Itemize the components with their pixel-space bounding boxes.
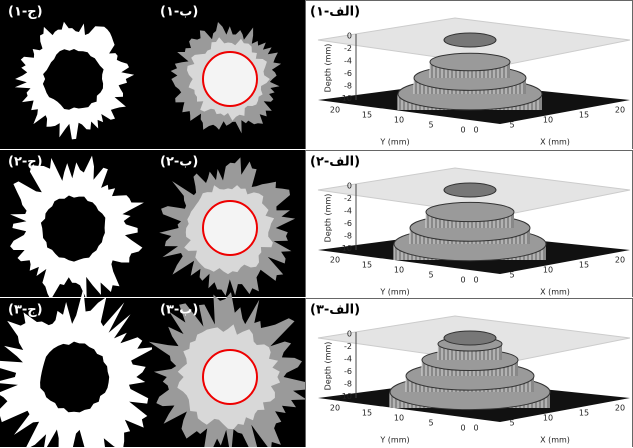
z-axis-label: Depth (mm) xyxy=(324,194,333,243)
z-tick-label: -10 xyxy=(339,94,352,103)
y-tick-label: 10 xyxy=(394,414,404,423)
tier-top xyxy=(426,202,514,221)
hole-outline xyxy=(203,52,257,106)
x-axis-label: X (mm) xyxy=(540,138,570,147)
x-tick-label: 0 xyxy=(473,276,478,285)
y-tick-label: 20 xyxy=(330,404,340,413)
z-tick-label: -2 xyxy=(344,342,352,351)
y-tick-label: 15 xyxy=(362,261,372,270)
y-tick-label: 15 xyxy=(362,111,372,120)
y-tick-label: 5 xyxy=(428,271,433,280)
z-tick-label: -8 xyxy=(344,82,352,91)
panel-label: (۱-ج) xyxy=(8,5,43,20)
x-tick-label: 20 xyxy=(615,404,625,413)
panel-label: (۲-ب) xyxy=(160,155,198,170)
z-tick-label: -6 xyxy=(344,69,352,78)
figure: 0-2-4-6-8-10Depth (mm)2015105005101520Y … xyxy=(0,0,633,448)
y-tick-label: 15 xyxy=(362,409,372,418)
x-tick-label: 5 xyxy=(509,419,514,428)
panel-label: (۲-ج) xyxy=(8,155,43,170)
z-tick-label: 0 xyxy=(347,330,352,339)
z-tick-label: -10 xyxy=(339,244,352,253)
tier-top xyxy=(444,183,496,197)
x-tick-label: 15 xyxy=(579,409,589,418)
y-axis-label: Y (mm) xyxy=(379,436,409,445)
x-tick-label: 20 xyxy=(615,256,625,265)
z-axis-label: Depth (mm) xyxy=(324,342,333,391)
x-tick-label: 20 xyxy=(615,106,625,115)
y-tick-label: 0 xyxy=(460,126,465,135)
z-tick-label: -2 xyxy=(344,194,352,203)
tier-top xyxy=(430,53,510,71)
z-tick-label: -4 xyxy=(344,207,352,216)
z-tick-label: -8 xyxy=(344,232,352,241)
x-tick-label: 10 xyxy=(543,266,553,275)
z-tick-label: -6 xyxy=(344,367,352,376)
z-tick-label: -10 xyxy=(339,392,352,401)
y-tick-label: 10 xyxy=(394,116,404,125)
panel-label: (۳-ب) xyxy=(160,303,198,318)
tier-top xyxy=(444,33,496,47)
hole-outline xyxy=(203,350,257,404)
x-tick-label: 15 xyxy=(579,111,589,120)
x-axis-label: X (mm) xyxy=(540,436,570,445)
y-tick-label: 0 xyxy=(460,424,465,433)
z-axis-label: Depth (mm) xyxy=(324,44,333,93)
x-tick-label: 5 xyxy=(509,271,514,280)
z-tick-label: -2 xyxy=(344,44,352,53)
tier-top xyxy=(444,331,496,345)
x-tick-label: 0 xyxy=(473,424,478,433)
x-tick-label: 15 xyxy=(579,261,589,270)
z-tick-label: -4 xyxy=(344,355,352,364)
panel-label: (۱-الف) xyxy=(310,5,360,20)
x-tick-label: 5 xyxy=(509,121,514,130)
y-tick-label: 10 xyxy=(394,266,404,275)
z-tick-label: -4 xyxy=(344,57,352,66)
panel-label: (۳-الف) xyxy=(310,303,360,318)
x-axis-label: X (mm) xyxy=(540,288,570,297)
z-tick-label: 0 xyxy=(347,32,352,41)
hole-outline xyxy=(203,201,257,255)
z-tick-label: 0 xyxy=(347,182,352,191)
y-tick-label: 0 xyxy=(460,276,465,285)
y-axis-label: Y (mm) xyxy=(379,288,409,297)
y-tick-label: 5 xyxy=(428,121,433,130)
x-tick-label: 10 xyxy=(543,414,553,423)
y-tick-label: 5 xyxy=(428,419,433,428)
panel-label: (۳-ج) xyxy=(8,303,43,318)
z-tick-label: -8 xyxy=(344,380,352,389)
panel-label: (۱-ب) xyxy=(160,5,198,20)
x-tick-label: 10 xyxy=(543,116,553,125)
y-axis-label: Y (mm) xyxy=(379,138,409,147)
z-tick-label: -6 xyxy=(344,219,352,228)
y-tick-label: 20 xyxy=(330,256,340,265)
x-tick-label: 0 xyxy=(473,126,478,135)
panel-label: (۲-الف) xyxy=(310,155,360,170)
y-tick-label: 20 xyxy=(330,106,340,115)
